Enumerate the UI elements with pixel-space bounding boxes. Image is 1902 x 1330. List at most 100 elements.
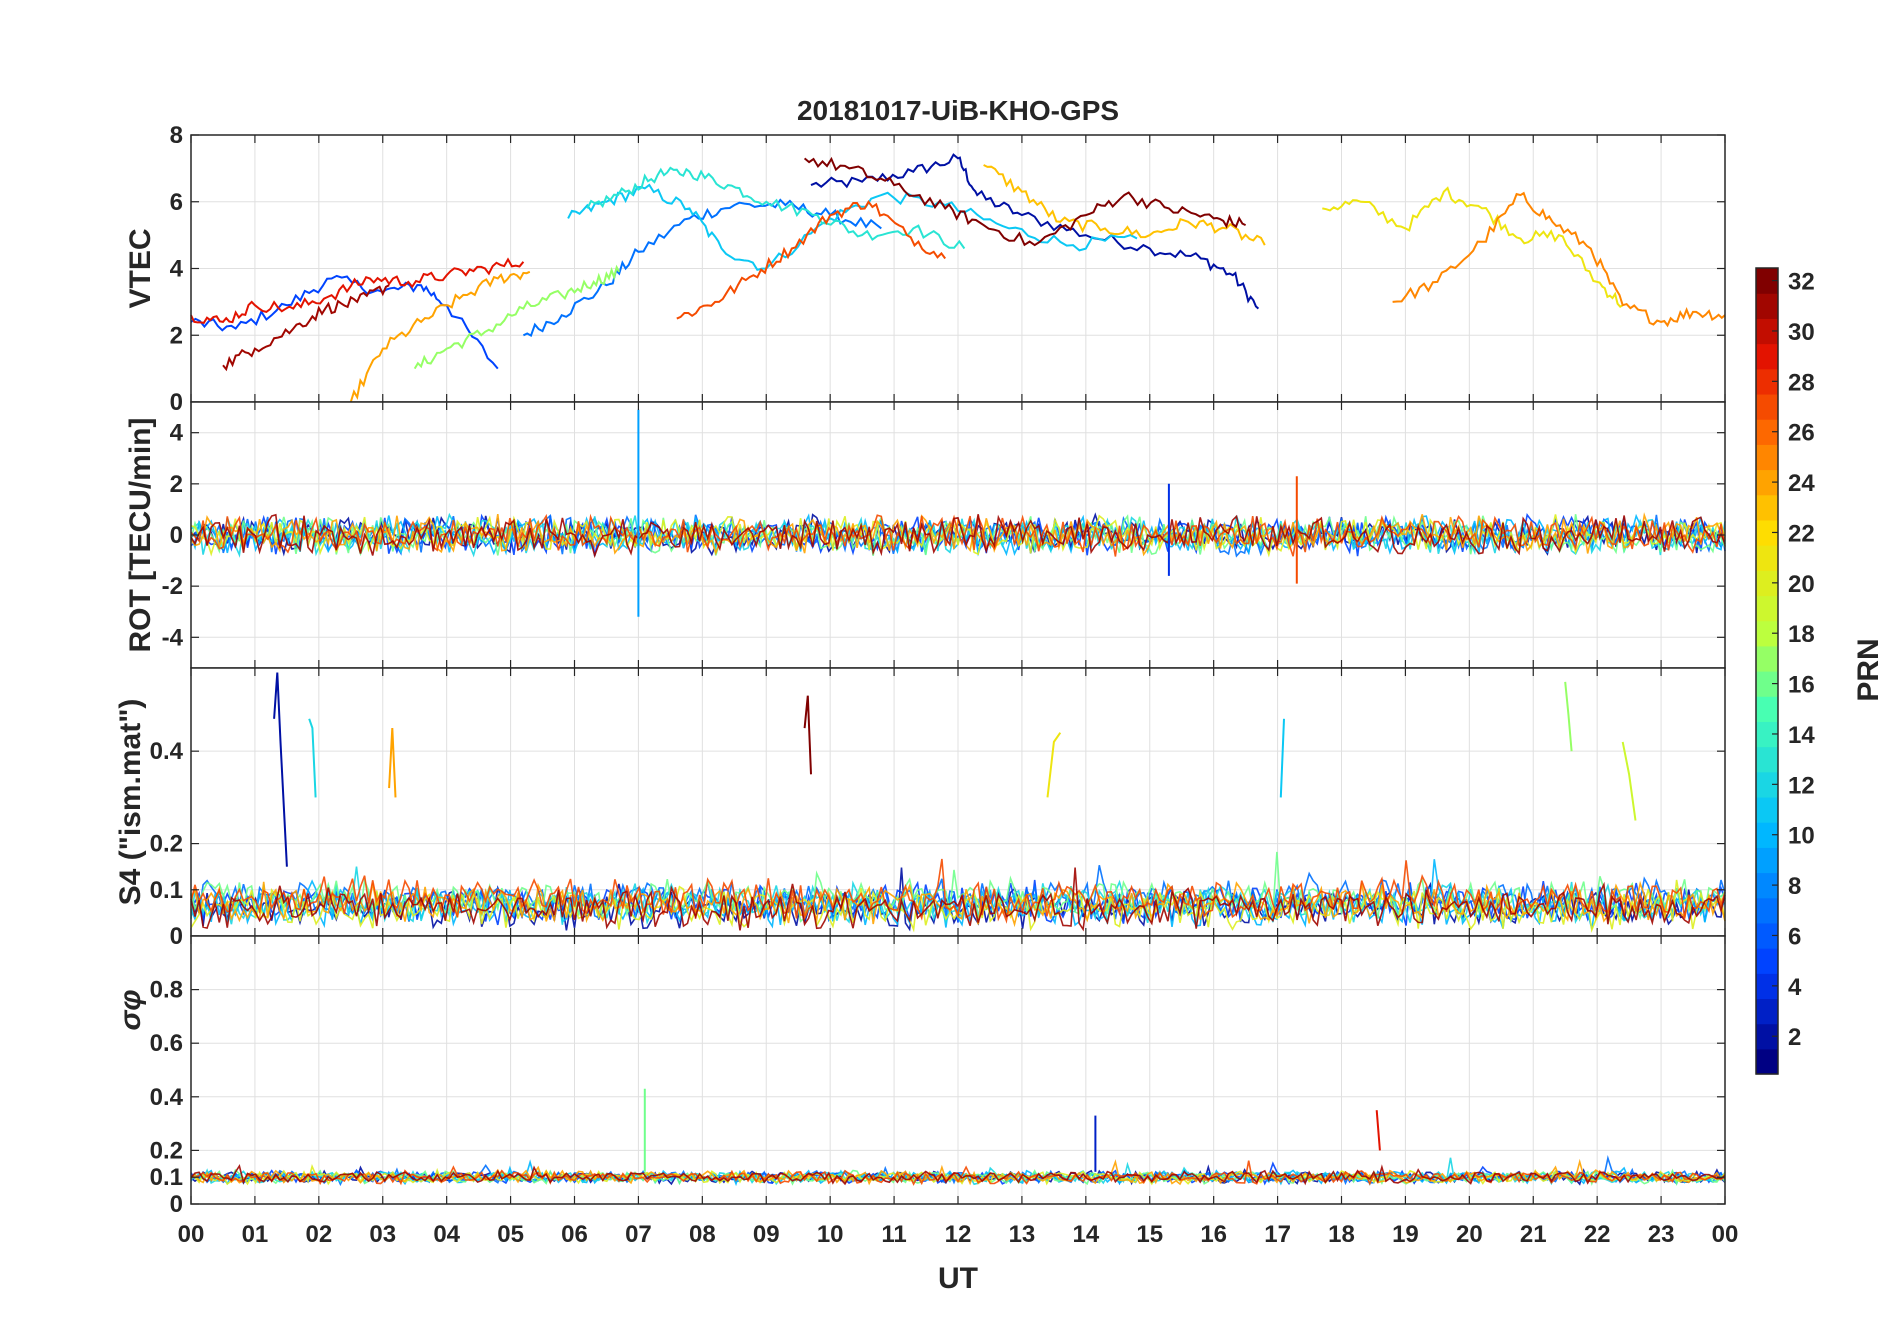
colorbar-tick-label: 18 xyxy=(1788,621,1815,648)
panel-s4: 0 0.1 0.2 0.4S4 ("ism.mat") xyxy=(114,667,1726,950)
y-tick-label: 0.1 xyxy=(150,877,183,904)
colorbar-tick-label: 26 xyxy=(1788,420,1815,447)
colorbar-swatch xyxy=(1756,469,1778,496)
colorbar-swatch xyxy=(1756,494,1778,521)
series xyxy=(190,153,1726,403)
colorbar-swatch xyxy=(1756,922,1778,949)
colorbar-swatch xyxy=(1756,671,1778,697)
colorbar-swatch xyxy=(1756,645,1778,672)
x-tick-label: 08 xyxy=(689,1221,716,1248)
series-line-prn-11 xyxy=(567,183,1138,271)
series-line-prn-27 xyxy=(676,199,947,320)
colorbar-swatch xyxy=(1756,872,1778,899)
colorbar-swatch xyxy=(1756,519,1778,546)
series-line-prn-2 xyxy=(273,672,288,867)
x-tick-label: 01 xyxy=(242,1221,269,1248)
colorbar-swatch xyxy=(1756,721,1778,748)
x-tick-label: 16 xyxy=(1200,1221,1227,1248)
noise-trace xyxy=(190,1160,1726,1186)
series-line-prn-21 xyxy=(1046,732,1062,798)
noise-trace xyxy=(190,1163,1726,1186)
x-tick-label: 18 xyxy=(1328,1221,1355,1248)
noise-traces xyxy=(190,1154,1726,1187)
panel-sigma_phi: 00.10.2 0.4 0.6 0.8σφ 00 01 02 03 04 05 06 07 08 09 10… xyxy=(114,935,1738,1248)
x-tick-label: 09 xyxy=(753,1221,780,1248)
series-line-prn-32 xyxy=(803,156,1247,247)
grid xyxy=(190,134,1726,403)
y-tick-label: 0.4 xyxy=(150,738,184,765)
series-line-prn-23 xyxy=(983,164,1266,246)
y-axis-label: ROT [TECU/min] xyxy=(124,418,157,653)
series-line-prn-24 xyxy=(388,728,397,798)
y-tick-label: 0 xyxy=(170,923,183,950)
y-tick-label: 0.6 xyxy=(150,1030,183,1057)
x-tick-label: 11 xyxy=(881,1221,906,1248)
y-tick-label: -4 xyxy=(162,624,184,651)
series-line-prn-19 xyxy=(1621,741,1637,821)
colorbar-tick-label: 24 xyxy=(1788,470,1815,497)
x-tick-label: 06 xyxy=(561,1221,588,1248)
colorbar-frame xyxy=(1755,267,1779,1075)
x-tick-label: 22 xyxy=(1584,1221,1611,1248)
colorbar-tick-label: 12 xyxy=(1788,772,1815,799)
noise-trace xyxy=(190,867,1726,932)
colorbar-swatch xyxy=(1756,822,1778,848)
series-line-prn-29 xyxy=(1375,1110,1381,1151)
colorbar-swatch xyxy=(1756,444,1778,471)
x-tick-label: 21 xyxy=(1520,1221,1547,1248)
colorbar-tick-label: 10 xyxy=(1788,823,1815,850)
colorbar-swatch xyxy=(1756,897,1778,924)
series-line-prn-25 xyxy=(1392,191,1726,328)
series xyxy=(273,672,1637,867)
y-tick-label: 0 xyxy=(170,1191,183,1218)
colorbar-swatch xyxy=(1756,746,1778,773)
colorbar-swatch xyxy=(1756,1048,1778,1075)
colorbar-swatch xyxy=(1756,570,1778,597)
colorbar-swatch xyxy=(1756,973,1778,1000)
colorbar-tick-label: 28 xyxy=(1788,369,1815,396)
x-tick-label: 07 xyxy=(625,1221,652,1248)
colorbar-tick-label: 20 xyxy=(1788,571,1815,598)
noise-trace xyxy=(190,858,1726,924)
colorbar-tick-label: 14 xyxy=(1788,722,1815,749)
series-line-prn-17 xyxy=(413,264,621,370)
x-tick-label: 05 xyxy=(497,1221,524,1248)
noise-trace xyxy=(190,513,1726,559)
x-tick-label: 12 xyxy=(945,1221,972,1248)
series-line-prn-11 xyxy=(1279,718,1285,798)
x-axis-label: UT xyxy=(938,1262,978,1295)
colorbar-swatch xyxy=(1756,293,1778,319)
x-tick-label: 23 xyxy=(1648,1221,1675,1248)
colorbar-label: PRN xyxy=(1852,638,1885,701)
series-line-prn-32 xyxy=(803,695,812,775)
colorbar-swatch xyxy=(1756,771,1778,798)
panel-vtec: 0 2 4 6 8 VTEC xyxy=(124,122,1726,416)
colorbar-tick-label: 2 xyxy=(1788,1024,1801,1051)
y-tick-label: 0 xyxy=(170,389,183,416)
series-line-prn-29 xyxy=(190,257,525,324)
colorbar-swatch xyxy=(1756,847,1778,874)
x-tick-label: 00 xyxy=(178,1221,205,1248)
colorbar-swatch xyxy=(1756,268,1778,294)
y-axis-label: S4 ("ism.mat") xyxy=(114,699,147,906)
y-tick-label: 0.2 xyxy=(150,831,183,858)
colorbar-swatch xyxy=(1756,343,1778,370)
colorbar-tick-label: 6 xyxy=(1788,923,1801,950)
series-line-prn-13 xyxy=(586,166,966,250)
colorbar-swatch xyxy=(1756,948,1778,974)
y-tick-label: 2 xyxy=(170,322,183,349)
colorbar-swatch xyxy=(1756,545,1778,571)
x-tick-label: 14 xyxy=(1072,1221,1099,1248)
y-tick-label: 4 xyxy=(170,256,184,283)
colorbar-tick-label: 16 xyxy=(1788,672,1815,699)
colorbar-tick-label: 4 xyxy=(1788,974,1802,1001)
colorbar-swatch xyxy=(1756,620,1778,647)
colorbar-swatch xyxy=(1756,696,1778,722)
series-line-prn-17 xyxy=(1564,681,1573,752)
colorbar-swatch xyxy=(1756,1023,1778,1050)
series-line-prn-12 xyxy=(308,718,317,798)
colorbar-swatch xyxy=(1756,368,1778,395)
colorbar-swatch xyxy=(1756,419,1778,445)
